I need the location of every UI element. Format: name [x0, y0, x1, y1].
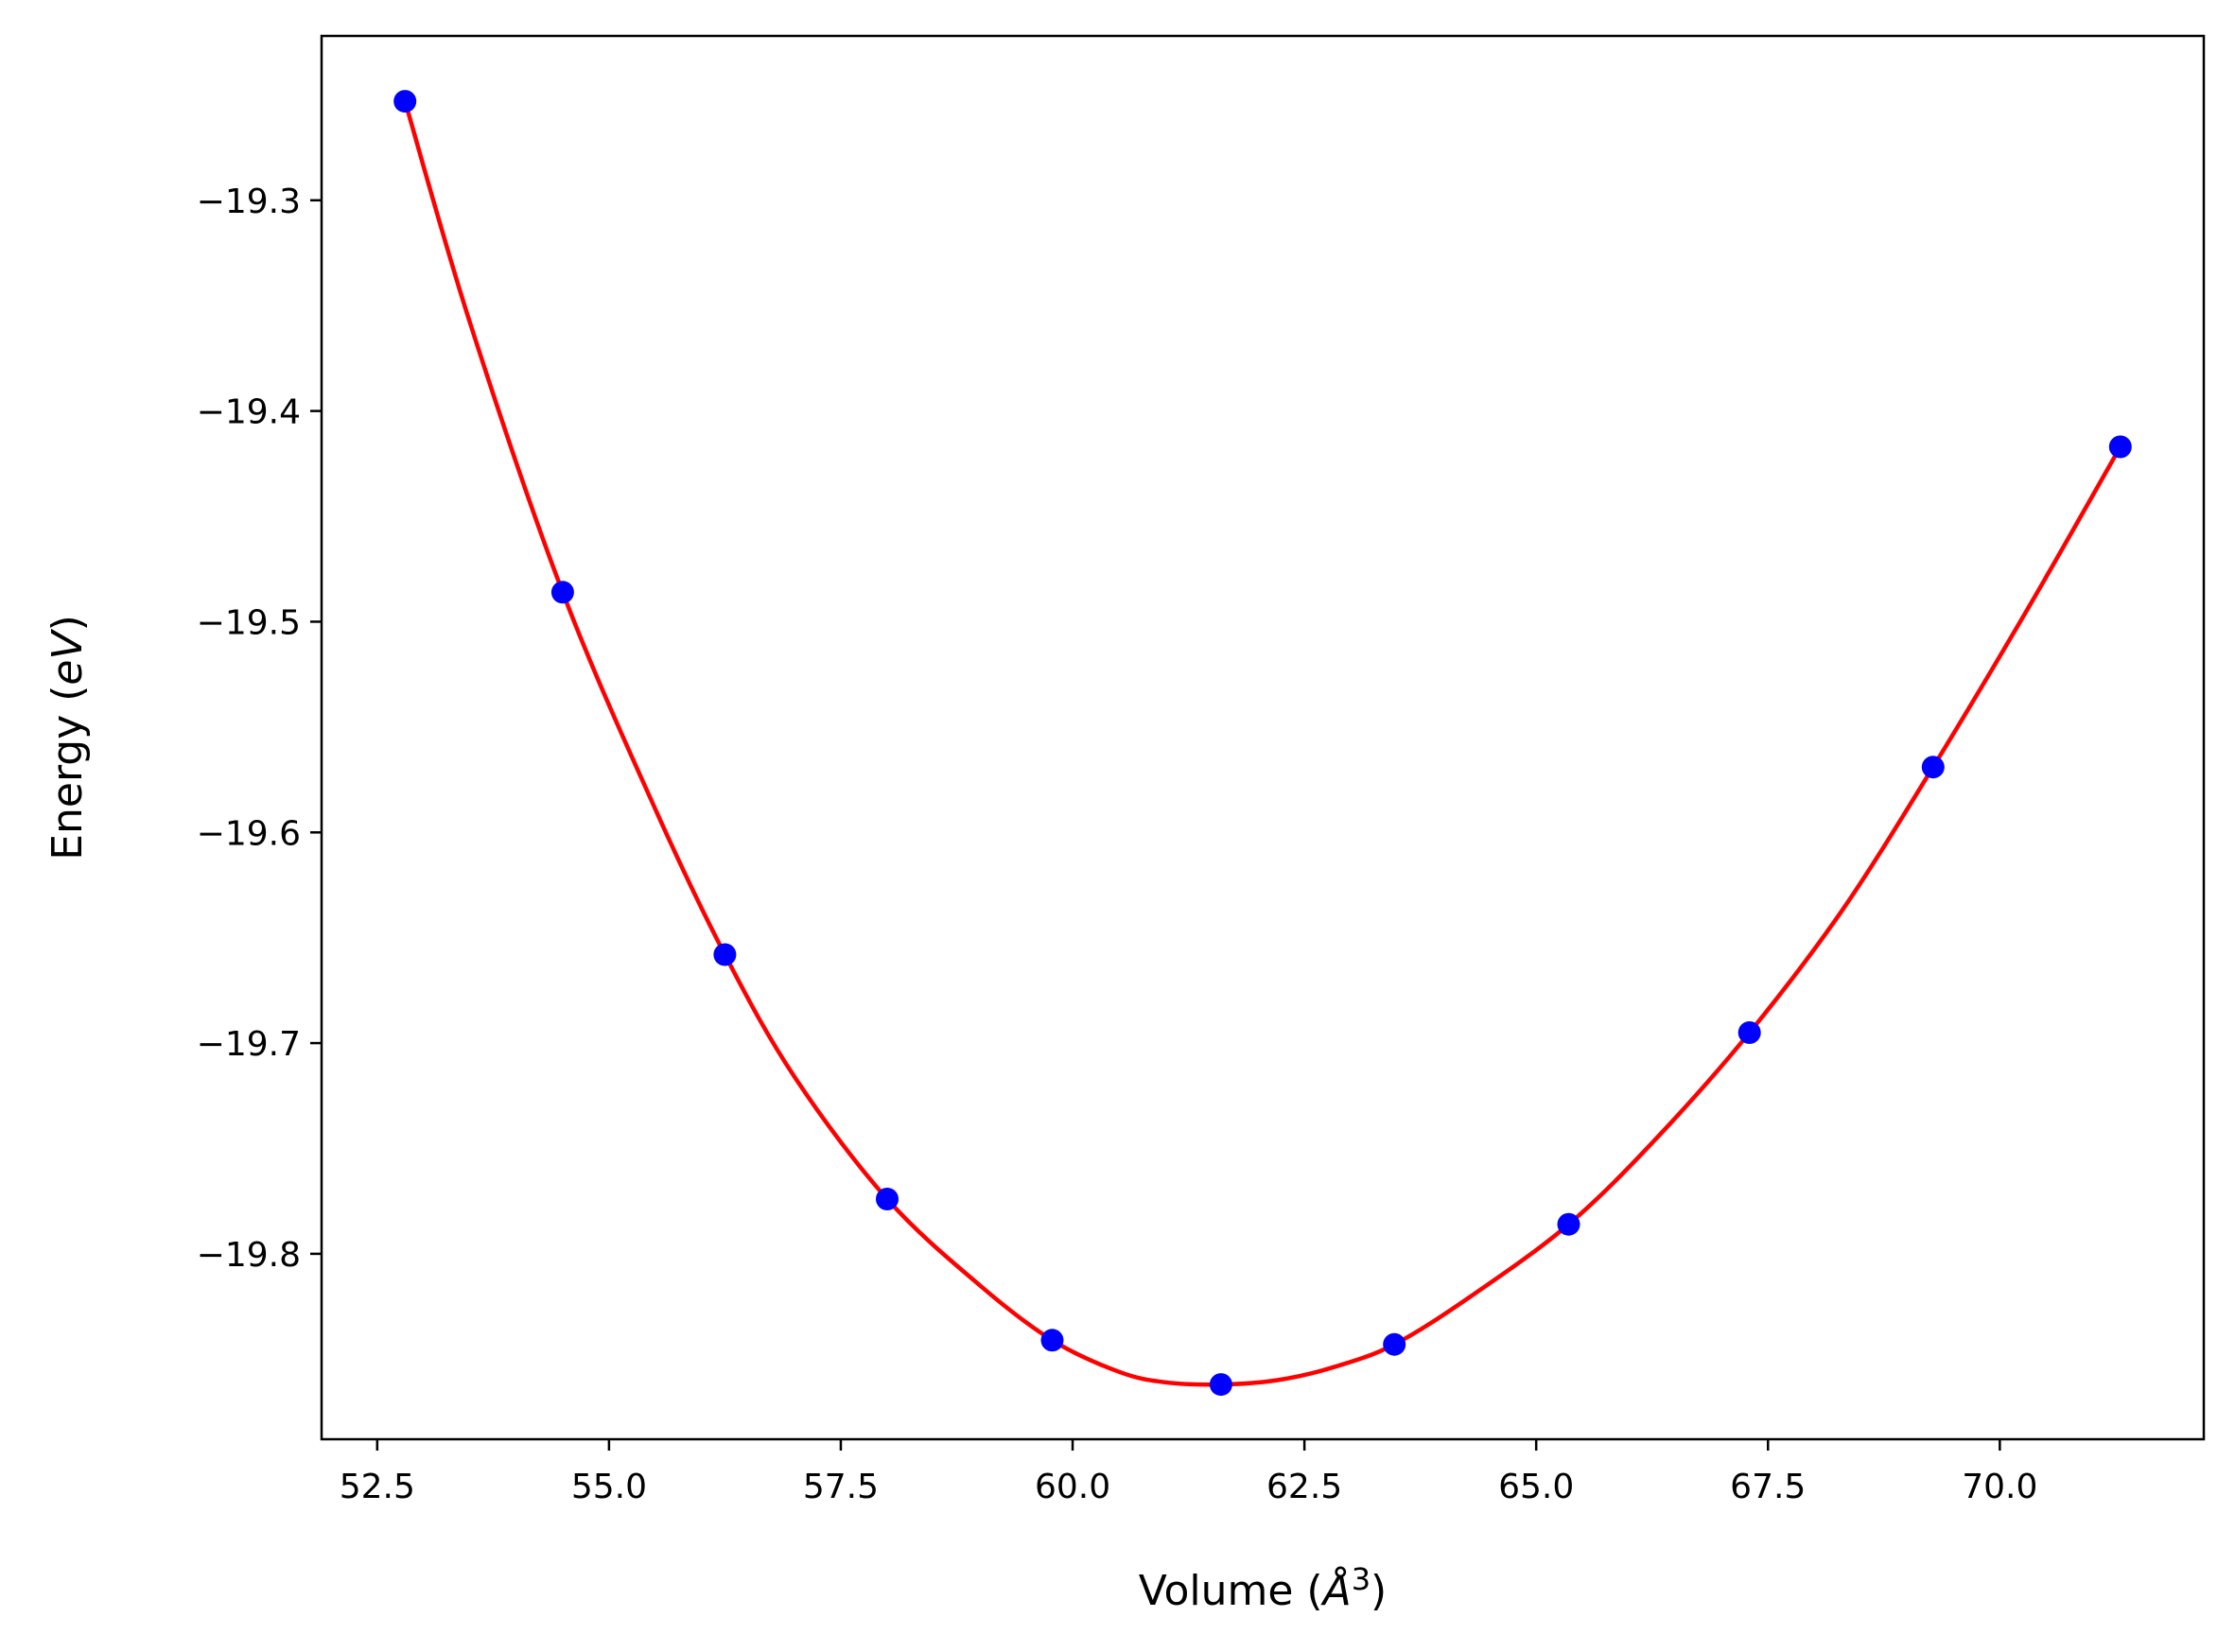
- x-axis-label-unit: Å: [1320, 1565, 1352, 1615]
- x-axis-label-suffix: ): [1371, 1567, 1387, 1615]
- plot-layer: [393, 90, 2132, 1397]
- data-point: [1921, 756, 1945, 779]
- x-axis-label-prefix: Volume (: [1139, 1567, 1323, 1615]
- data-point: [876, 1188, 899, 1210]
- y-axis-label: Energy (eV): [44, 615, 92, 861]
- data-point: [550, 581, 574, 604]
- x-axis-label-sup: 3: [1352, 1561, 1371, 1597]
- y-axis-label-unit: eV: [44, 629, 92, 686]
- data-point: [713, 943, 737, 966]
- data-point: [1737, 1021, 1761, 1044]
- data-point: [2108, 435, 2132, 459]
- data-point: [1209, 1373, 1232, 1397]
- y-axis-label-prefix: Energy (: [44, 686, 92, 861]
- data-point: [1557, 1212, 1580, 1236]
- y-tick-label: −19.6: [197, 814, 301, 853]
- plot-frame: [320, 34, 2206, 1441]
- x-tick-label: 52.5: [340, 1468, 415, 1506]
- x-tick-label: 55.0: [571, 1468, 647, 1506]
- data-point: [1040, 1329, 1064, 1352]
- y-axis-label-suffix: ): [44, 615, 92, 631]
- x-axis-label: Volume (Å3): [1139, 1561, 1387, 1615]
- y-axis-ticks: −19.3 −19.4 −19.5 −19.6 −19.7 −19.8: [197, 183, 322, 1275]
- x-tick-label: 65.0: [1498, 1468, 1574, 1506]
- x-tick-label: 60.0: [1035, 1468, 1110, 1506]
- data-point: [1383, 1332, 1406, 1356]
- x-tick-label: 67.5: [1730, 1468, 1806, 1506]
- data-point: [393, 90, 417, 113]
- x-axis-ticks: 52.5 55.0 57.5 60.0 62.5 65.0 67.5 70.0: [340, 1439, 2037, 1506]
- x-tick-label: 62.5: [1266, 1468, 1342, 1506]
- y-tick-label: −19.7: [197, 1025, 301, 1064]
- x-tick-label: 57.5: [803, 1468, 879, 1506]
- y-tick-label: −19.8: [197, 1236, 301, 1275]
- y-tick-label: −19.5: [197, 603, 301, 642]
- y-tick-label: −19.4: [197, 393, 301, 432]
- x-tick-label: 70.0: [1962, 1468, 2037, 1506]
- y-tick-label: −19.3: [197, 183, 301, 221]
- fit-curve: [403, 100, 2122, 1387]
